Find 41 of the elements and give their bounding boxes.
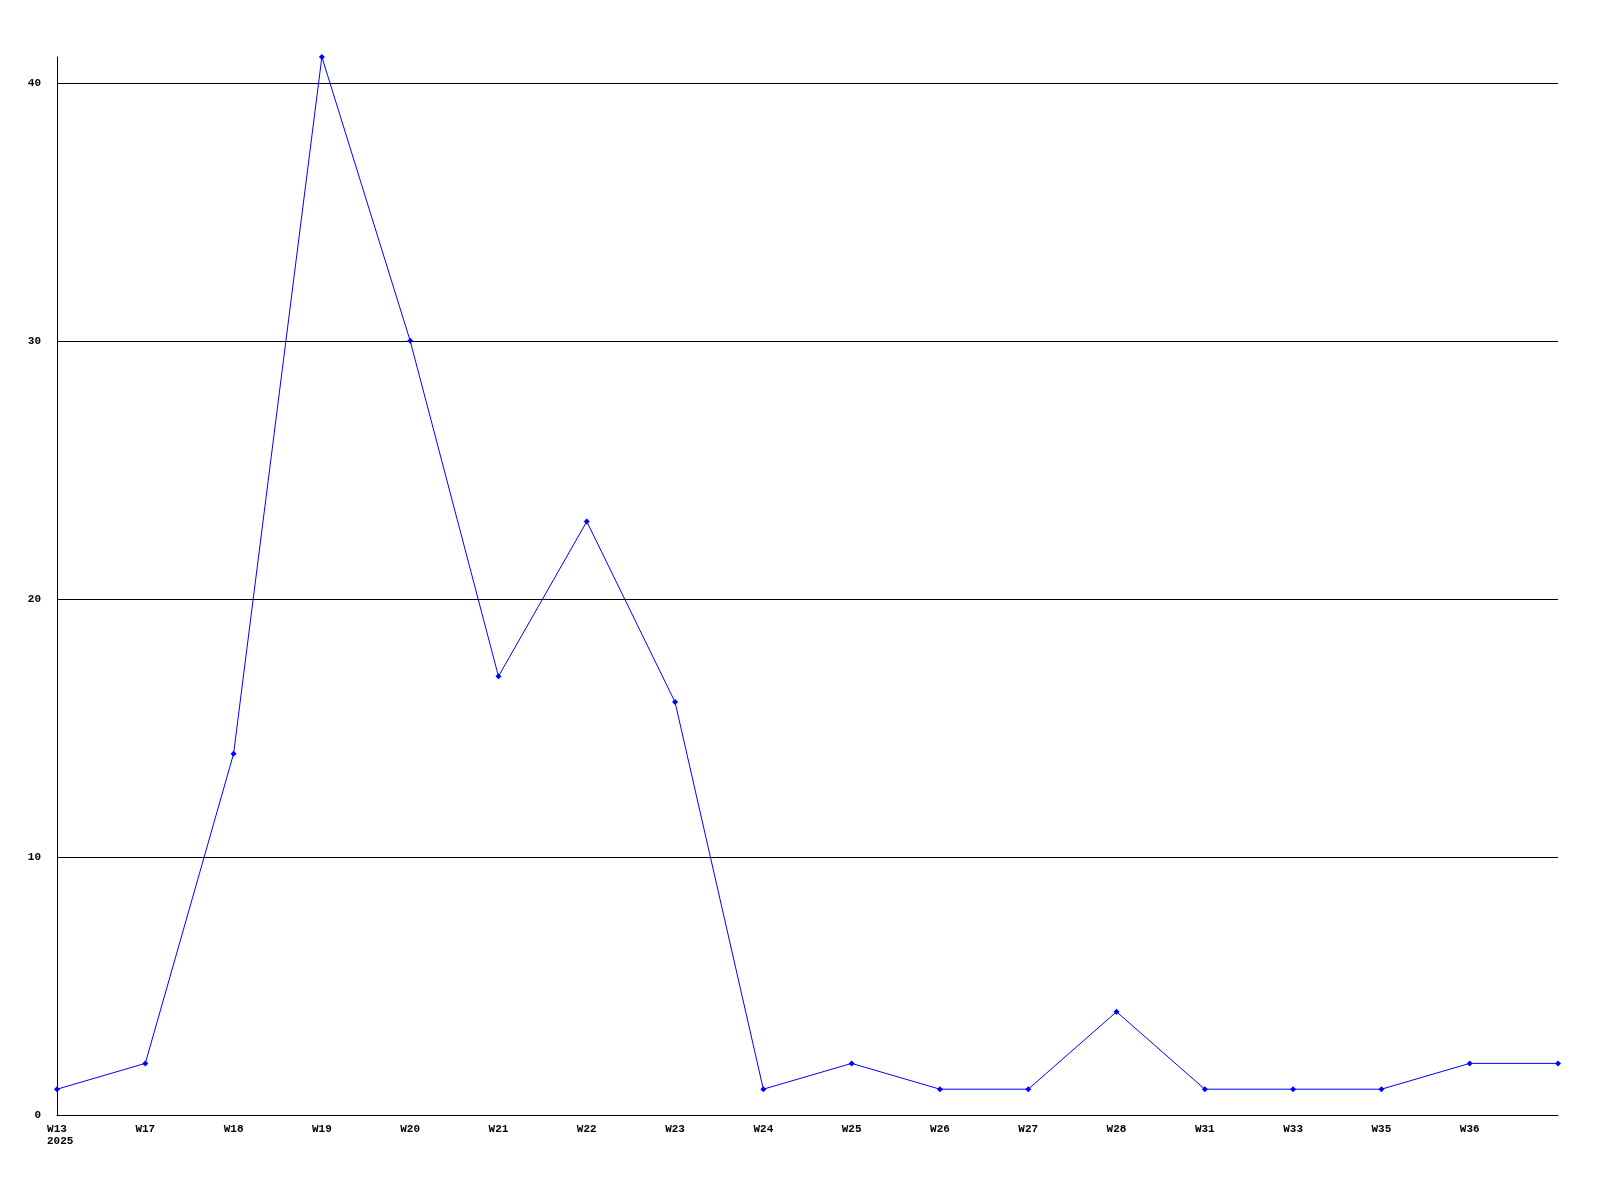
x-tick-label: W18 [223,1122,244,1135]
x-tick-label: W27 [1018,1122,1039,1135]
y-tick-label: 0 [34,1109,41,1121]
x-tick-label: W13 [47,1122,68,1135]
x-tick-label: W23 [665,1122,686,1135]
x-tick-label: W33 [1283,1122,1304,1135]
x-tick-label: W17 [135,1122,156,1135]
point [1378,1086,1385,1093]
x-tick-label: W28 [1106,1122,1127,1135]
x-tick-label: W19 [311,1122,332,1135]
x-tick-label: W21 [488,1122,509,1135]
x-tick-label: W22 [576,1122,597,1135]
point [848,1060,855,1067]
point [936,1086,943,1093]
x-tick-label: W25 [841,1122,862,1135]
x-tick-label: W20 [400,1122,421,1135]
y-tick-label: 10 [27,850,41,863]
point [495,673,502,680]
point [1555,1060,1561,1067]
point [760,1086,767,1093]
point [54,1086,60,1093]
point [1466,1060,1473,1067]
y-tick-label: 30 [27,334,41,347]
point [672,699,679,706]
x-tick-label: W24 [753,1122,774,1135]
y-tick-label: 20 [27,592,41,605]
point [230,750,237,757]
text: 2025 [47,1134,74,1147]
point [583,518,590,525]
x-tick-label: W35 [1371,1122,1392,1135]
point [1201,1086,1208,1093]
x-tick-label: W36 [1459,1122,1480,1135]
point [318,54,325,60]
point [142,1060,149,1067]
point [1113,1008,1120,1015]
y-tick-label: 40 [27,76,41,89]
point [407,337,414,344]
point [1025,1086,1032,1093]
point [1290,1086,1297,1093]
x-tick-label: W31 [1194,1122,1216,1135]
x-tick-label: W26 [930,1122,950,1135]
